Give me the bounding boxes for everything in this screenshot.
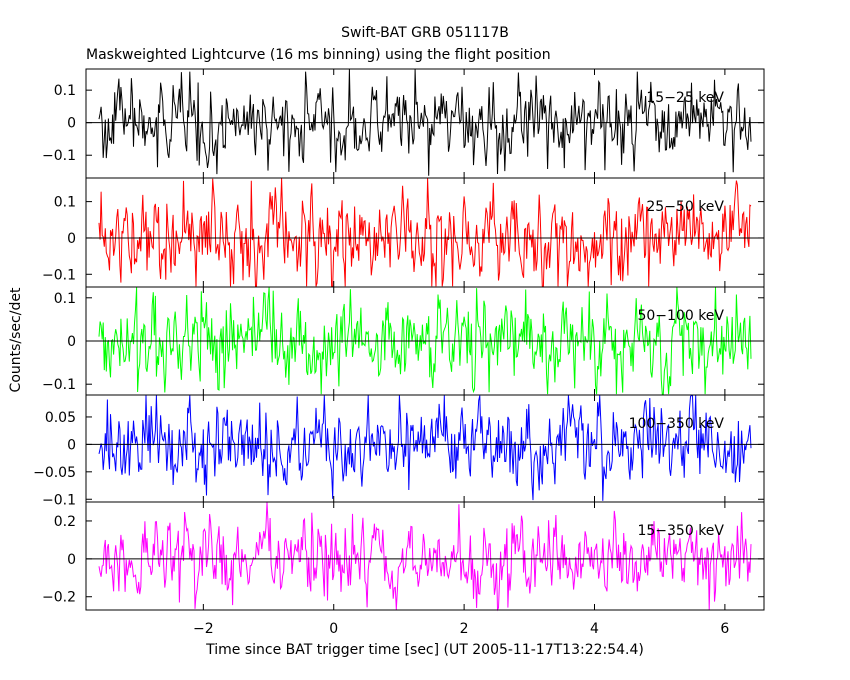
y-tick-label: 0 xyxy=(67,231,76,247)
y-tick-label: 0 xyxy=(67,334,76,350)
y-tick-label: −0.2 xyxy=(42,590,76,606)
y-tick-label: 0.1 xyxy=(54,291,76,307)
x-tick-label: 4 xyxy=(590,621,599,637)
chart-subtitle: Maskweighted Lightcurve (16 ms binning) … xyxy=(86,47,551,63)
band-label: 50−100 keV xyxy=(637,308,724,324)
x-tick-label: 2 xyxy=(460,621,469,637)
panel-1: 15−25 keV −0.1 0 0.1 xyxy=(42,68,765,179)
x-tick-label: −2 xyxy=(193,621,214,637)
y-tick-label: −0.1 xyxy=(42,377,76,393)
x-axis-label: Time since BAT trigger time [sec] (UT 20… xyxy=(205,642,644,658)
band-label: 15−25 keV xyxy=(646,90,724,106)
y-tick-label: 0.1 xyxy=(54,83,76,99)
band-label: 100−350 keV xyxy=(629,416,725,432)
panel-frame xyxy=(85,501,765,611)
y-tick-label: −0.1 xyxy=(42,492,76,508)
panel-5: 15−350 keV −0.2 0 0.2 −2 0 2 4 6 xyxy=(42,501,765,637)
y-axis-label: Counts/sec/det xyxy=(8,287,24,392)
panel-3: 50−100 keV −0.1 0 0.1 xyxy=(42,286,765,396)
panel-4: 100−350 keV −0.1 −0.05 0 0.05 xyxy=(33,394,765,508)
chart-title: Swift-BAT GRB 051117B xyxy=(341,25,509,41)
y-tick-label: −0.1 xyxy=(42,148,76,164)
y-tick-label: 0.1 xyxy=(54,195,76,211)
x-tick-label: 0 xyxy=(329,621,338,637)
lightcurve-series xyxy=(98,287,752,395)
lightcurve-series xyxy=(98,502,752,612)
panels-group: 15−25 keV−0.100.125−50 keV−0.100.150−100… xyxy=(33,68,765,637)
x-tick-label: 6 xyxy=(720,621,729,637)
lightcurve-series xyxy=(98,69,752,176)
y-tick-label: 0 xyxy=(67,437,76,453)
y-tick-label: 0 xyxy=(67,116,76,132)
band-label: 25−50 keV xyxy=(646,199,724,215)
y-tick-label: 0.2 xyxy=(54,514,76,530)
panel-2: 25−50 keV −0.1 0 0.1 xyxy=(42,177,765,288)
y-tick-label: −0.1 xyxy=(42,267,76,283)
y-tick-label: 0.05 xyxy=(45,410,76,426)
band-label: 15−350 keV xyxy=(637,523,724,539)
y-tick-label: −0.05 xyxy=(33,465,76,481)
lightcurve-series xyxy=(98,395,752,501)
lightcurve-series xyxy=(98,178,752,287)
y-tick-label: 0 xyxy=(67,552,76,568)
